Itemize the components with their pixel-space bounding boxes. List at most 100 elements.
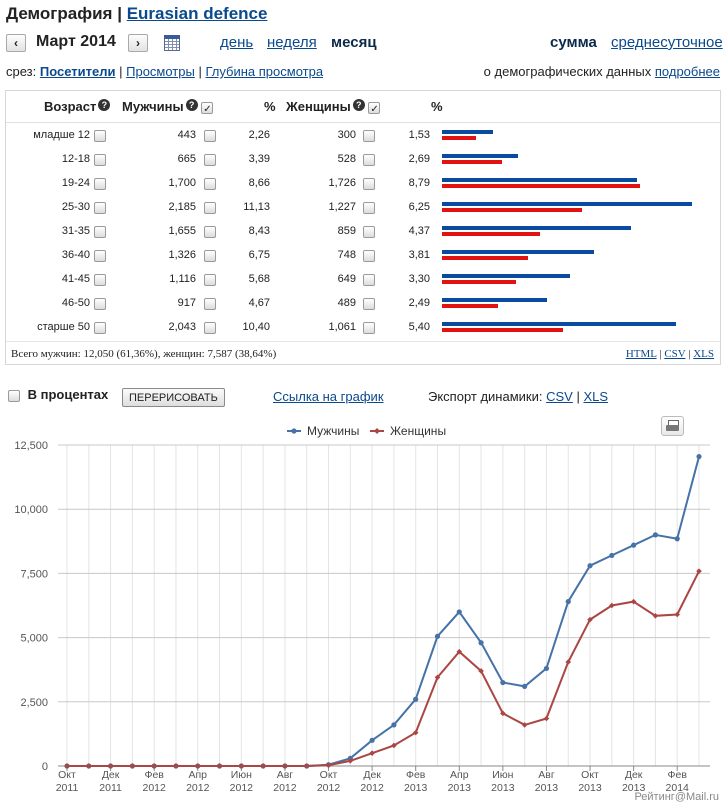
- legend-label: Женщины: [390, 424, 446, 438]
- export-xls-link[interactable]: XLS: [693, 348, 714, 360]
- women-pct: 2,69: [408, 153, 430, 165]
- data-point: [696, 453, 702, 460]
- row-women-checkbox[interactable]: [363, 130, 375, 142]
- data-point: [64, 763, 70, 769]
- col-men: Мужчины?: [122, 99, 214, 114]
- slice-views-link[interactable]: Просмотры: [126, 64, 195, 79]
- y-tick-label: 2,500: [20, 697, 48, 709]
- men-share-bar: [442, 130, 493, 134]
- dynamics-csv-link[interactable]: CSV: [546, 389, 573, 404]
- row-women-checkbox[interactable]: [363, 322, 375, 334]
- dynamics-xls-link[interactable]: XLS: [583, 389, 609, 404]
- aggregation-daily-avg-link[interactable]: среднесуточное: [611, 34, 723, 51]
- help-icon[interactable]: ?: [98, 99, 111, 111]
- print-icon[interactable]: [661, 416, 684, 436]
- row-men-checkbox[interactable]: [204, 154, 216, 166]
- women-count: 528: [337, 153, 356, 165]
- data-point: [500, 710, 506, 717]
- x-tick-label-year: 2013: [448, 782, 472, 794]
- row-men-checkbox[interactable]: [204, 178, 216, 190]
- x-tick-label-year: 2012: [360, 782, 384, 794]
- data-point: [369, 750, 375, 756]
- slice-visitors-link[interactable]: Посетители: [39, 64, 116, 79]
- women-count: 1,726: [328, 177, 356, 189]
- row-men-checkbox[interactable]: [204, 250, 216, 262]
- row-age-checkbox[interactable]: [94, 250, 106, 262]
- women-share-bar: [442, 208, 583, 212]
- women-toggle-checkbox[interactable]: [368, 101, 381, 114]
- col-women: Женщины?: [286, 99, 381, 114]
- period-day-link[interactable]: день: [220, 34, 254, 51]
- row-age-checkbox[interactable]: [94, 202, 106, 214]
- period-week-link[interactable]: неделя: [267, 34, 317, 51]
- col-age-label: Возраст: [44, 99, 97, 114]
- women-pct: 3,81: [408, 249, 430, 261]
- percent-label: В процентах: [27, 387, 109, 402]
- men-count: 1,116: [169, 273, 196, 285]
- table-row: младше 12 443 2,26 300 1,53: [6, 124, 720, 148]
- calendar-icon[interactable]: [164, 35, 180, 51]
- legend-marker: [374, 428, 380, 434]
- row-age-checkbox[interactable]: [94, 154, 106, 166]
- row-men-checkbox[interactable]: [204, 274, 216, 286]
- row-women-checkbox[interactable]: [363, 154, 375, 166]
- women-count: 300: [337, 129, 356, 141]
- row-age-checkbox[interactable]: [94, 226, 106, 238]
- women-share-bar: [442, 160, 503, 164]
- data-point: [609, 602, 615, 609]
- percent-checkbox[interactable]: [8, 389, 20, 402]
- data-point: [194, 763, 201, 769]
- prev-month-button[interactable]: ‹: [6, 34, 26, 52]
- data-point: [129, 763, 136, 769]
- men-count: 917: [177, 297, 196, 309]
- row-women-checkbox[interactable]: [363, 274, 375, 286]
- row-women-checkbox[interactable]: [363, 226, 375, 238]
- men-count: 1,700: [168, 177, 196, 189]
- data-point: [413, 696, 419, 702]
- men-count: 665: [177, 153, 196, 165]
- export-html-link[interactable]: HTML: [625, 348, 657, 360]
- table-row: 46-50 917 4,67 489 2,49: [6, 292, 720, 316]
- x-tick-label-month: Дек: [363, 769, 381, 781]
- men-count: 443: [177, 129, 196, 141]
- next-month-button[interactable]: ›: [128, 34, 148, 52]
- row-women-checkbox[interactable]: [363, 250, 375, 262]
- demographics-more-link[interactable]: подробнее: [654, 64, 720, 79]
- row-men-checkbox[interactable]: [204, 130, 216, 142]
- row-age-checkbox[interactable]: [94, 322, 106, 334]
- data-point: [412, 729, 419, 736]
- percent-option: В процентах: [8, 387, 108, 402]
- chevron-left-icon: ‹: [14, 36, 18, 50]
- slice-depth-link[interactable]: Глубина просмотра: [205, 64, 324, 79]
- help-icon[interactable]: ?: [352, 99, 365, 111]
- women-share-bar: [442, 136, 477, 140]
- help-icon[interactable]: ?: [185, 99, 198, 111]
- women-pct: 3,30: [408, 273, 430, 285]
- x-tick-label-year: 2014: [666, 782, 690, 794]
- x-tick-label-month: Окт: [58, 769, 76, 781]
- chart-link[interactable]: Ссылка на график: [273, 389, 384, 404]
- data-point: [369, 737, 375, 743]
- row-age-checkbox[interactable]: [94, 130, 106, 142]
- row-women-checkbox[interactable]: [363, 298, 375, 310]
- women-count: 859: [337, 225, 356, 237]
- table-row: 25-30 2,185 11,13 1,227 6,25: [6, 196, 720, 220]
- men-share-bar: [442, 274, 570, 278]
- row-men-checkbox[interactable]: [204, 322, 216, 334]
- row-men-checkbox[interactable]: [204, 298, 216, 310]
- row-men-checkbox[interactable]: [204, 202, 216, 214]
- men-toggle-checkbox[interactable]: [201, 101, 214, 114]
- row-age-checkbox[interactable]: [94, 298, 106, 310]
- period-month-active: месяц: [331, 34, 377, 51]
- age-label: 41-45: [61, 273, 90, 285]
- table-footer: Всего мужчин: 12,050 (61,36%), женщин: 7…: [6, 341, 720, 365]
- row-men-checkbox[interactable]: [204, 226, 216, 238]
- row-women-checkbox[interactable]: [363, 202, 375, 214]
- redraw-button[interactable]: ПЕРЕРИСОВАТЬ: [122, 388, 225, 407]
- row-age-checkbox[interactable]: [94, 274, 106, 286]
- legend-marker: [291, 428, 297, 434]
- row-women-checkbox[interactable]: [363, 178, 375, 190]
- site-link[interactable]: Eurasian defence: [126, 4, 268, 23]
- row-age-checkbox[interactable]: [94, 178, 106, 190]
- export-csv-link[interactable]: CSV: [664, 348, 686, 360]
